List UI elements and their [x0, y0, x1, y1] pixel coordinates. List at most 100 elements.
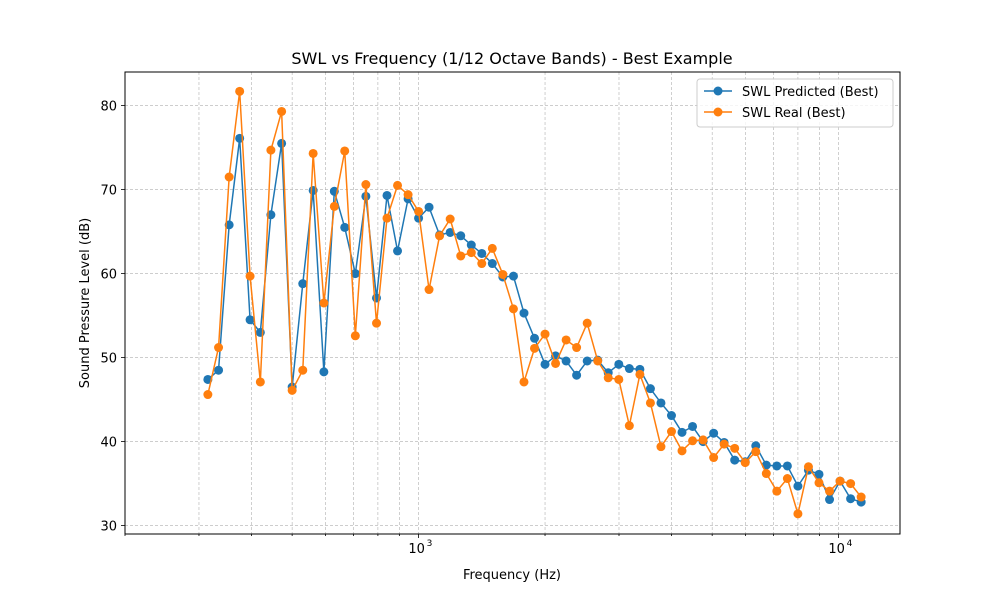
data-point [772, 461, 782, 471]
data-point [445, 214, 455, 224]
x-tick-label: 10 [408, 542, 425, 557]
data-point [361, 180, 371, 190]
data-point [393, 246, 403, 256]
data-point [656, 398, 666, 408]
data-point [245, 315, 255, 325]
data-point [803, 462, 813, 472]
data-point [214, 365, 224, 375]
data-point [372, 318, 382, 328]
data-point [666, 411, 676, 421]
data-point [245, 271, 255, 281]
data-point [414, 206, 424, 216]
data-point [298, 279, 308, 289]
data-point [235, 86, 245, 96]
data-point [730, 455, 740, 465]
data-point [645, 398, 655, 408]
data-point [645, 384, 655, 394]
data-point [740, 458, 750, 468]
series-layer [203, 86, 866, 519]
data-point [688, 421, 698, 431]
data-point [656, 442, 666, 452]
series-real [203, 86, 866, 519]
series-predicted [203, 133, 866, 507]
data-point [709, 453, 719, 463]
data-point [487, 243, 497, 253]
data-point [793, 481, 803, 491]
data-point [435, 231, 445, 241]
x-axis-label: Frequency (Hz) [463, 568, 561, 583]
data-point [350, 269, 360, 279]
data-point [456, 251, 466, 261]
grid [124, 72, 900, 534]
y-tick-label: 70 [100, 184, 117, 199]
legend-marker-predicted [713, 86, 723, 96]
data-point [624, 364, 634, 374]
legend-box [696, 78, 894, 128]
data-point [466, 248, 476, 258]
data-point [540, 359, 550, 369]
y-tick-label: 60 [100, 268, 117, 283]
data-point [519, 308, 529, 318]
data-point [814, 469, 824, 479]
data-point [561, 335, 571, 345]
legend-label-real: SWL Real (Best) [742, 106, 846, 121]
data-point [203, 390, 213, 400]
data-point [498, 269, 508, 279]
data-point [350, 331, 360, 341]
data-point [319, 367, 329, 377]
data-point [572, 370, 582, 380]
data-point [624, 421, 634, 431]
data-point [593, 356, 603, 366]
y-tick-label: 50 [100, 352, 117, 367]
data-point [277, 138, 287, 148]
chart-title: SWL vs Frequency (1/12 Octave Bands) - B… [291, 49, 732, 68]
data-point [677, 427, 687, 437]
y-tick-label: 80 [100, 100, 117, 115]
data-point [508, 304, 518, 314]
legend-label-predicted: SWL Predicted (Best) [742, 85, 879, 100]
x-tick-exponent: 3 [427, 539, 433, 549]
data-point [255, 327, 265, 337]
data-point [519, 377, 529, 387]
data-point [224, 172, 234, 182]
data-point [361, 191, 371, 201]
data-point [793, 509, 803, 519]
data-point [666, 427, 676, 437]
x-tick-exponent: 4 [847, 539, 853, 549]
data-point [761, 469, 771, 479]
legend: SWL Predicted (Best) SWL Real (Best) [696, 78, 894, 128]
data-point [477, 259, 487, 269]
data-point [614, 359, 624, 369]
data-point [635, 369, 645, 379]
data-point [340, 222, 350, 232]
legend-marker-real [713, 107, 723, 117]
data-point [508, 271, 518, 281]
data-point [308, 148, 318, 158]
data-point [319, 298, 329, 308]
data-point [551, 358, 561, 368]
data-point [477, 248, 487, 258]
y-tick-label: 30 [100, 520, 117, 535]
data-point [603, 373, 613, 383]
data-point [445, 227, 455, 237]
data-point [677, 446, 687, 456]
data-point [382, 213, 392, 223]
data-point [856, 492, 866, 502]
data-point [329, 201, 339, 211]
data-point [266, 145, 276, 155]
data-point [530, 343, 540, 353]
data-point [382, 190, 392, 200]
data-point [730, 443, 740, 453]
data-point [287, 385, 297, 395]
data-point [846, 494, 856, 504]
data-point [572, 343, 582, 353]
data-point [340, 146, 350, 156]
data-point [582, 318, 592, 328]
data-point [751, 447, 761, 457]
data-point [466, 240, 476, 250]
data-point [561, 356, 571, 366]
data-point [825, 495, 835, 505]
data-point [614, 374, 624, 384]
data-point [825, 486, 835, 496]
